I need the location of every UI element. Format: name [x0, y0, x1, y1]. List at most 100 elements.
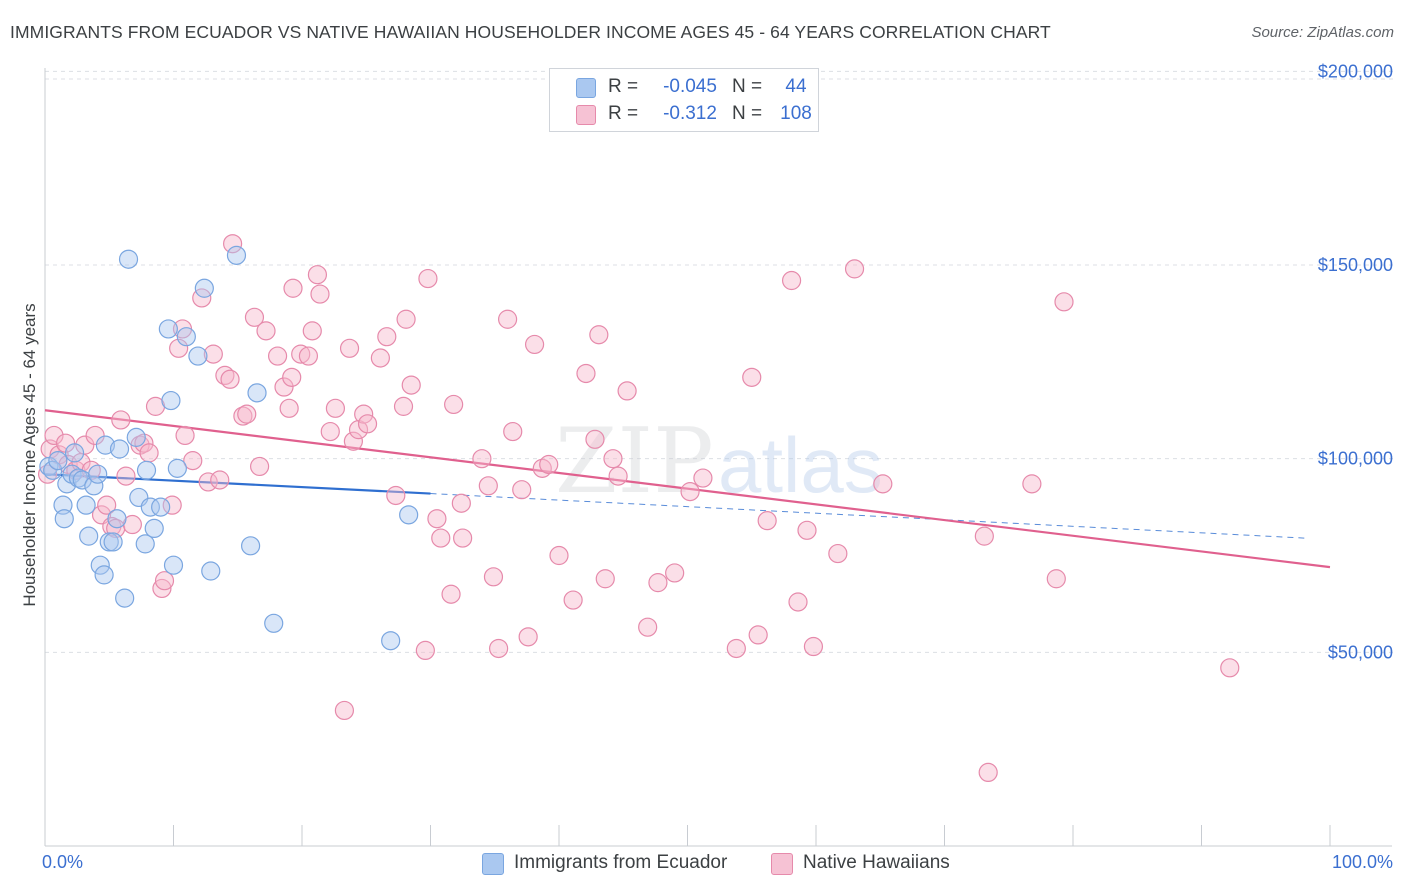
ecuador-point: [264, 613, 284, 633]
native-hawaiian-point: [512, 480, 532, 500]
native-hawaiian-point: [354, 404, 374, 424]
native-hawaiian-point: [249, 456, 270, 477]
native-hawaiian-point: [357, 414, 378, 434]
native-hawaiian-point: [539, 454, 559, 475]
native-hawaiian-point: [169, 338, 189, 358]
ecuador-point: [54, 509, 74, 529]
native-hawaiian-point: [603, 449, 623, 469]
ecuador-point: [43, 460, 63, 480]
native-hawaiian-point: [215, 365, 235, 386]
native-hawaiian-point: [693, 468, 713, 488]
native-hawaiian-point: [85, 425, 105, 446]
x-tick-label-min: 0.0%: [42, 852, 84, 872]
native-hawaiian-point: [828, 543, 848, 564]
native-hawaiian-point: [444, 394, 464, 415]
native-hawaiian-point: [377, 327, 397, 347]
native-hawaiian-point: [111, 410, 131, 430]
native-hawaiian-point: [498, 309, 518, 329]
native-hawaiian-point: [244, 307, 265, 327]
ecuador-point: [57, 474, 77, 494]
native-hawaiian-point: [680, 482, 700, 502]
native-hawaiian-point: [608, 466, 628, 486]
native-hawaiian-point: [648, 573, 668, 593]
native-hawaiian-point: [307, 265, 328, 285]
correlation-legend: R = -0.045 N = 44 R = -0.312 N = 108: [549, 68, 819, 132]
native-hawaiian-point: [549, 545, 569, 566]
ecuador-point: [53, 495, 73, 515]
native-hawaiian-point: [343, 431, 363, 451]
native-hawaiian-point: [223, 234, 243, 254]
native-hawaiian-point: [638, 617, 658, 637]
ecuador-point: [140, 497, 160, 517]
y-tick-labels: $50,000 $100,000 $150,000 $200,000: [1318, 61, 1393, 662]
native-hawaiian-point: [757, 511, 777, 531]
native-hawaiian-point: [152, 578, 172, 599]
native-hawaiian-point: [237, 404, 257, 424]
ecuador-point: [84, 476, 104, 496]
native-hawaiian-point: [489, 638, 509, 659]
native-hawaiian-point: [726, 638, 746, 659]
ecuador-point: [118, 249, 139, 269]
native-hawaiian-point: [75, 435, 95, 455]
ecuador-trend-line: [44, 473, 431, 495]
ecuador-point: [194, 278, 214, 298]
native-hawaiian-point: [585, 429, 605, 449]
native-hawaiian-point: [183, 451, 203, 471]
ecuador-point: [95, 435, 115, 455]
native-hawaiian-point: [325, 398, 346, 418]
legend-label: Native Hawaiians: [803, 852, 950, 873]
ecuador-point: [161, 390, 181, 411]
ecuador-point: [115, 588, 135, 608]
legend-n-value: 108: [780, 103, 812, 124]
ecuador-point: [201, 561, 221, 581]
legend-label: Immigrants from Ecuador: [514, 852, 728, 873]
native-hawaiian-point: [1054, 292, 1074, 312]
native-hawaiian-point: [203, 344, 223, 364]
native-hawaiian-point: [803, 636, 824, 657]
native-hawaiian-point: [797, 520, 817, 540]
native-hawaiian-point: [210, 470, 230, 490]
native-hawaiian-point: [788, 592, 808, 612]
native-hawaiian-point: [283, 278, 303, 298]
native-hawaiian-point: [563, 590, 583, 610]
native-hawaiian-trend-line: [44, 409, 1331, 569]
native-hawaiian-point: [256, 321, 276, 341]
x-tick-label-max: 100.0%: [1331, 852, 1393, 872]
watermark: ZIP atlas: [555, 409, 883, 514]
native-hawaiian-point: [978, 762, 998, 783]
native-hawaiian-point: [483, 567, 504, 587]
ecuador-point: [188, 346, 208, 366]
ecuador-point: [163, 555, 184, 575]
source-label: Source: ZipAtlas.com: [1251, 24, 1394, 41]
native-hawaiian-point: [97, 495, 117, 515]
native-hawaiian-point: [279, 398, 299, 418]
chart-title: IMMIGRANTS FROM ECUADOR VS NATIVE HAWAII…: [10, 22, 1051, 42]
native-hawaiian-point: [339, 338, 360, 358]
watermark-zip: ZIP: [555, 409, 714, 514]
ecuador-point: [103, 532, 123, 552]
y-tick-label: $200,000: [1318, 61, 1393, 81]
legend-r-value: -0.045: [663, 76, 717, 97]
ecuador-point: [64, 443, 85, 463]
ecuador-point: [176, 327, 196, 347]
ecuador-point: [144, 518, 164, 539]
legend-swatch-pink: [576, 105, 596, 125]
ecuador-point: [167, 458, 187, 478]
native-hawaiian-point: [37, 464, 58, 484]
native-hawaiian-point: [401, 375, 421, 395]
legend-r-key: R =: [608, 76, 639, 97]
native-hawaiian-point: [742, 367, 762, 387]
ecuador-point: [381, 631, 401, 651]
watermark-atlas: atlas: [718, 421, 883, 509]
native-hawaiian-point: [370, 348, 390, 368]
ecuador-point: [126, 427, 146, 447]
trend-lines: [44, 409, 1331, 569]
legend-n-key: N =: [732, 76, 763, 97]
native-hawaiian-point: [44, 425, 64, 446]
native-hawaiian-point: [441, 584, 461, 604]
ecuador-point: [247, 383, 267, 403]
native-hawaiian-point: [154, 571, 175, 591]
native-hawaiian-point: [1220, 658, 1240, 678]
legend-swatch-pink: [771, 853, 793, 875]
native-hawaiian-point: [665, 563, 685, 583]
